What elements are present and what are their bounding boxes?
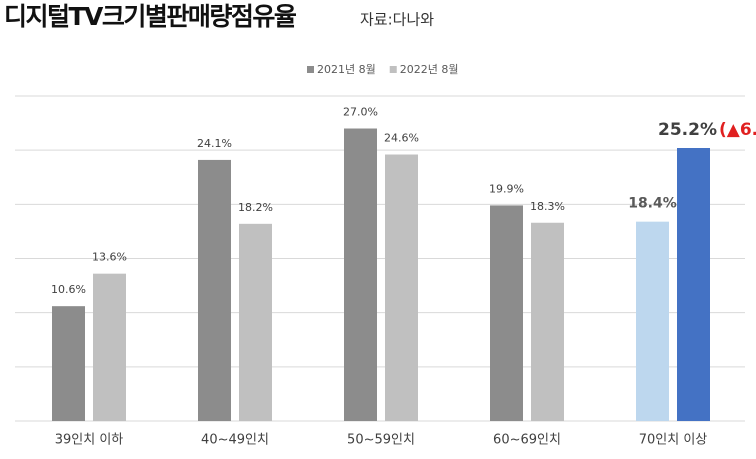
bar <box>93 273 126 421</box>
value-label: 24.1% <box>197 137 232 150</box>
chart-title: 디지털TV크기별판매량점유율 <box>4 2 297 31</box>
value-label: 18.4% <box>628 196 677 212</box>
value-label: 18.2% <box>238 201 273 214</box>
value-label: 24.6% <box>384 132 419 145</box>
value-label: 10.6% <box>51 283 86 296</box>
bar <box>531 222 564 421</box>
value-label: 25.2% <box>658 120 717 140</box>
bar <box>198 159 231 421</box>
legend-swatch <box>307 66 314 73</box>
value-label: 27.0% <box>343 106 378 119</box>
chart-subtitle: 자료:다나와 <box>360 11 434 29</box>
x-tick-label: 39인치 이하 <box>55 433 124 448</box>
bar <box>344 128 377 421</box>
annotation: (▲6.8%) <box>719 120 756 140</box>
bar <box>52 306 85 421</box>
x-tick-label: 70인치 이상 <box>639 433 708 448</box>
x-tick-label: 50~59인치 <box>347 433 415 448</box>
bar <box>490 205 523 421</box>
legend-label: 2022년 8월 <box>400 63 459 76</box>
value-label: 18.3% <box>530 200 565 213</box>
value-label: 19.9% <box>489 182 524 195</box>
x-tick-label: 40~49인치 <box>201 433 269 448</box>
x-tick-label: 60~69인치 <box>493 433 561 448</box>
bar <box>239 223 272 421</box>
bar <box>636 221 669 421</box>
bar <box>385 154 418 421</box>
bar <box>677 148 710 421</box>
legend-label: 2021년 8월 <box>317 63 376 76</box>
legend-swatch <box>389 66 397 73</box>
value-label: 13.6% <box>92 251 127 264</box>
